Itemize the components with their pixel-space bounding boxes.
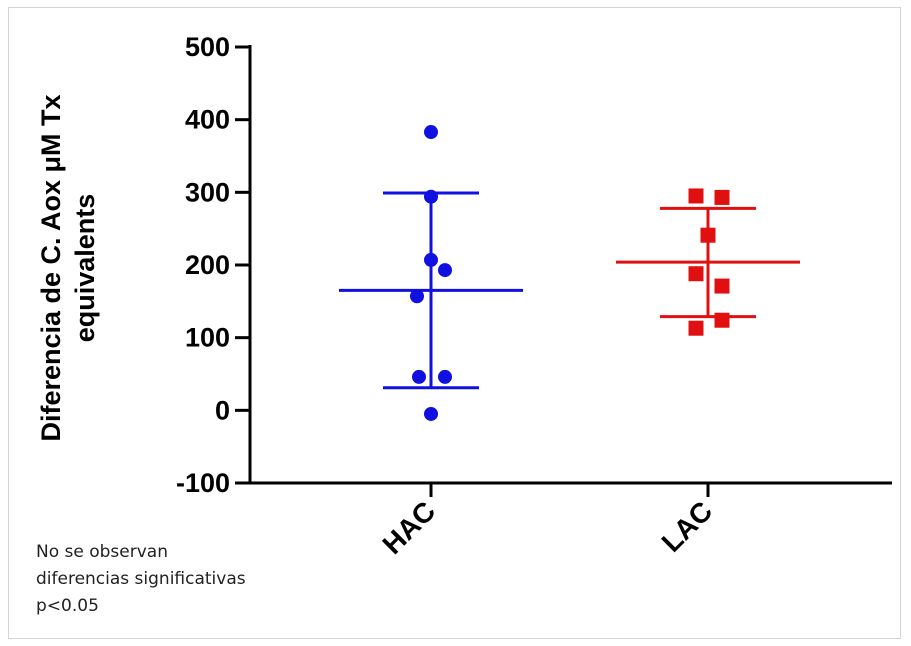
series-hac bbox=[339, 125, 523, 421]
y-ticks: 500 400 300 200 100 0 -100 bbox=[176, 32, 250, 498]
y-tick-label: 500 bbox=[185, 32, 230, 62]
series-lac bbox=[616, 188, 800, 336]
y-axis-label-line-2: equivalents bbox=[70, 194, 100, 343]
data-point bbox=[424, 125, 438, 140]
data-point bbox=[688, 320, 704, 336]
data-point bbox=[438, 369, 452, 384]
y-tick-label: 300 bbox=[185, 177, 230, 207]
y-tick-label: 100 bbox=[185, 323, 230, 353]
note-line-3: p<0.05 bbox=[36, 596, 99, 616]
axes bbox=[248, 45, 892, 485]
y-tick-label: 0 bbox=[215, 395, 230, 425]
y-tick-label: -100 bbox=[176, 468, 230, 498]
data-point bbox=[688, 188, 704, 204]
note-line-1: No se observan bbox=[36, 542, 168, 562]
data-point bbox=[412, 369, 426, 384]
x-ticks: HAC LAC bbox=[376, 483, 718, 560]
significance-note: No se observan diferencias significativa… bbox=[36, 539, 356, 620]
x-category-label: LAC bbox=[656, 495, 719, 558]
y-tick-label: 200 bbox=[185, 250, 230, 280]
data-point bbox=[424, 252, 438, 267]
y-tick-label: 400 bbox=[185, 105, 230, 135]
data-point bbox=[410, 289, 424, 304]
note-line-2: diferencias significativas bbox=[36, 569, 246, 589]
y-axis-label-line-1: Diferencia de C. Aox μM Tx bbox=[36, 94, 66, 441]
series-layer bbox=[339, 125, 800, 421]
data-point bbox=[714, 278, 730, 294]
data-point bbox=[438, 263, 452, 278]
data-point bbox=[688, 266, 704, 282]
data-point bbox=[424, 189, 438, 204]
data-point bbox=[714, 189, 730, 205]
data-point bbox=[700, 227, 716, 243]
x-category-label: HAC bbox=[376, 495, 441, 560]
data-point bbox=[714, 312, 730, 328]
y-axis-label: Diferencia de C. Aox μM Tx equivalents bbox=[36, 94, 100, 441]
data-point bbox=[424, 406, 438, 421]
figure-frame bbox=[8, 7, 901, 639]
